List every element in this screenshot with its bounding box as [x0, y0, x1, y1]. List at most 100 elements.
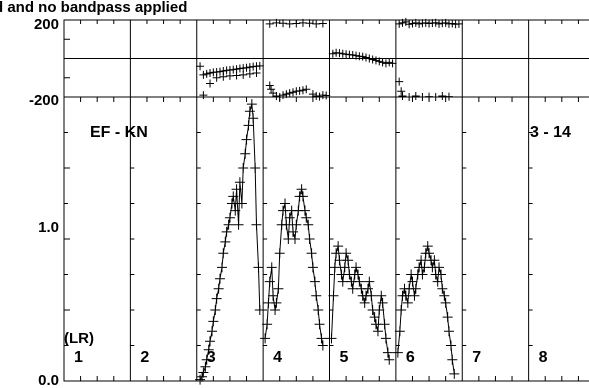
- amplitude-point: [343, 255, 354, 266]
- phase-point: [398, 92, 407, 101]
- phase-point: [318, 19, 327, 28]
- phase-point: [202, 69, 211, 78]
- amplitude-point: [416, 255, 427, 266]
- phase-series: [196, 17, 463, 101]
- scan-label: 3 - 14: [530, 124, 571, 141]
- phase-point: [302, 85, 311, 94]
- amplitude-point: [334, 255, 345, 266]
- panel-label-4: 4: [273, 349, 282, 366]
- phase-point: [288, 88, 297, 97]
- amplitude-point: [364, 276, 375, 287]
- phase-point: [292, 19, 301, 28]
- amplitude-point: [296, 184, 307, 195]
- amplitude-point: [248, 113, 259, 124]
- amplitude-point: [436, 269, 447, 280]
- phase-point: [295, 86, 304, 95]
- phase-point: [368, 55, 377, 64]
- amplitude-point: [429, 255, 440, 266]
- amplitude-point: [253, 262, 264, 273]
- amplitude-point: [240, 148, 251, 159]
- phase-point: [305, 19, 314, 28]
- amplitude-point: [268, 290, 279, 301]
- amplitude-point: [309, 276, 320, 287]
- phase-point: [335, 49, 344, 58]
- amplitude-point: [250, 163, 261, 173]
- amplitude-point: [432, 276, 443, 287]
- amplitude-point: [274, 248, 285, 259]
- amplitude-point: [440, 297, 451, 308]
- amplitude-point: [210, 305, 221, 315]
- amplitude-point: [270, 305, 281, 315]
- axis-ticks: [64, 20, 579, 381]
- channel-note: (LR): [64, 330, 94, 347]
- amplitude-point: [372, 326, 383, 337]
- phase-point: [196, 62, 205, 71]
- amplitude-point: [198, 367, 209, 378]
- amplitude-point: [394, 326, 405, 337]
- phase-point: [272, 92, 281, 101]
- phase-point: [395, 77, 404, 86]
- panel-label-8: 8: [539, 349, 548, 366]
- amplitude-point: [281, 219, 292, 230]
- amplitude-point: [443, 326, 454, 337]
- phase-point: [438, 92, 447, 101]
- panel-label-7: 7: [472, 349, 481, 366]
- amplitude-point: [374, 305, 385, 315]
- phase-point: [267, 85, 276, 94]
- phase-point: [242, 63, 251, 72]
- amplitude-point: [243, 120, 254, 131]
- phase-point: [358, 52, 367, 61]
- phase-point: [435, 19, 444, 28]
- amplitude-point: [233, 219, 244, 230]
- amplitude-point: [337, 276, 348, 287]
- amplitude-point: [316, 333, 327, 344]
- phase-point: [454, 19, 463, 28]
- phase-point: [405, 20, 414, 29]
- amplitude-point: [254, 305, 265, 315]
- amplitude-point: [264, 276, 275, 287]
- amplitude-point: [362, 283, 373, 294]
- amplitude-point: [384, 354, 395, 365]
- phase-point: [444, 92, 453, 101]
- amplitude-point: [201, 354, 212, 365]
- amplitude-point: [370, 319, 381, 330]
- amplitude-point: [307, 262, 318, 273]
- amplitude-point: [306, 248, 317, 259]
- amplitude-point: [241, 134, 252, 145]
- amplitude-point: [299, 205, 310, 216]
- amplitude-point: [220, 236, 231, 247]
- phase-point: [232, 71, 241, 80]
- amplitude-point: [291, 219, 302, 230]
- amplitude-point: [341, 248, 352, 259]
- amplitude-point: [231, 184, 242, 195]
- phase-tick-label-bottom: -200: [29, 92, 59, 109]
- amplitude-point: [379, 319, 390, 330]
- amplitude-point: [311, 290, 322, 301]
- amplitude-point: [351, 262, 362, 273]
- amplitude-point: [246, 99, 257, 110]
- amplitude-point: [226, 198, 237, 209]
- amplitude-point: [208, 316, 219, 327]
- amplitude-point: [228, 191, 239, 202]
- amplitude-series: [195, 99, 460, 385]
- phase-point: [371, 56, 380, 65]
- amplitude-point: [353, 269, 364, 280]
- phase-point: [279, 91, 288, 100]
- phase-point: [415, 19, 424, 28]
- amplitude-point: [218, 248, 229, 259]
- amplitude-point: [417, 269, 428, 280]
- phase-point: [308, 90, 317, 99]
- phase-point: [352, 51, 361, 60]
- amplitude-tick-label-bottom: 0.0: [38, 372, 59, 388]
- phase-point: [245, 69, 254, 78]
- amplitude-point: [214, 273, 225, 284]
- amplitude-point: [223, 219, 234, 230]
- phase-point: [315, 92, 324, 101]
- amplitude-point: [354, 276, 365, 287]
- amplitude-point: [392, 347, 403, 358]
- phase-point: [215, 67, 224, 76]
- amplitude-point: [400, 290, 411, 301]
- phase-point: [365, 54, 374, 63]
- phase-point: [252, 68, 261, 77]
